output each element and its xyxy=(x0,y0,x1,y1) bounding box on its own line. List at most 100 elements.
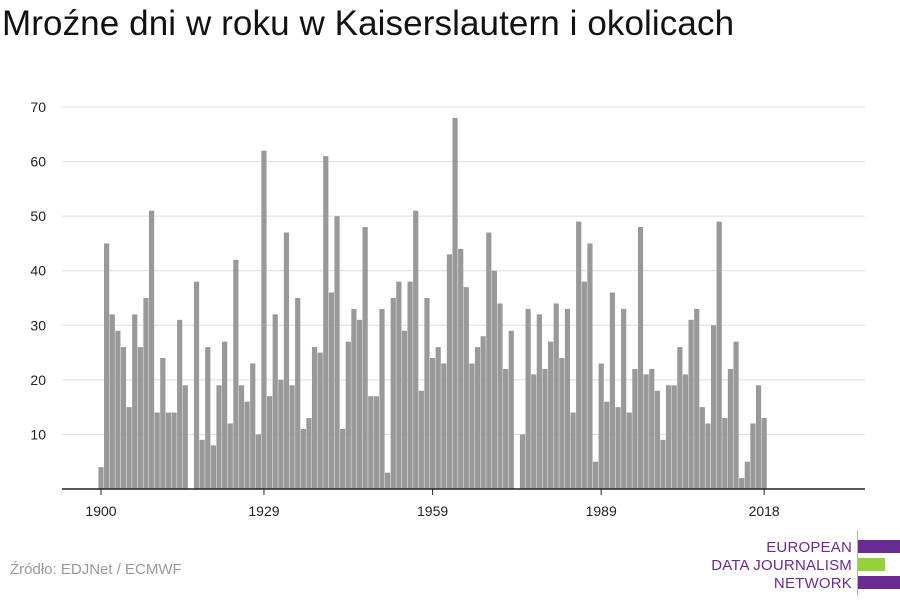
bar-1920 xyxy=(210,445,216,489)
bar-1924 xyxy=(233,259,239,489)
bar-2015 xyxy=(744,461,750,489)
logo-line-data-journalism: DATA JOURNALISM xyxy=(711,557,852,574)
bar-1939 xyxy=(317,352,323,489)
bar-1913 xyxy=(171,412,177,489)
bar-1905 xyxy=(126,407,132,489)
bar-2017 xyxy=(755,385,762,489)
bar-2011 xyxy=(722,418,728,489)
bar-1941 xyxy=(328,292,335,489)
logo-line-network: NETWORK xyxy=(773,575,852,592)
bar-1950 xyxy=(379,308,385,489)
bar-1909 xyxy=(148,210,155,489)
bar-1910 xyxy=(154,412,160,489)
bar-2008 xyxy=(705,423,711,489)
y-tick-label: 60 xyxy=(30,154,46,170)
bar-1927 xyxy=(250,363,256,489)
bar-1984 xyxy=(570,412,576,489)
bar-1945 xyxy=(351,308,357,489)
y-tick-label: 30 xyxy=(30,317,46,333)
bar-1912 xyxy=(165,412,172,489)
bar-2002 xyxy=(671,385,677,489)
bar-1923 xyxy=(227,423,233,489)
bar-1930 xyxy=(267,396,273,489)
bar-1944 xyxy=(345,341,351,489)
chart-title: Mroźne dni w roku w Kaiserslautern i oko… xyxy=(2,4,735,43)
bar-2013 xyxy=(733,341,739,489)
bar-1993 xyxy=(621,308,627,489)
bar-1946 xyxy=(356,319,363,489)
bar-2004 xyxy=(682,374,689,489)
y-tick-label: 20 xyxy=(30,372,46,388)
bar-1914 xyxy=(177,319,183,489)
bar-1925 xyxy=(238,385,245,489)
bar-2001 xyxy=(666,385,672,489)
y-tick-label: 50 xyxy=(30,208,46,224)
logo-bar-green xyxy=(858,558,885,571)
bar-1942 xyxy=(334,216,340,489)
bar-1949 xyxy=(373,396,379,489)
y-tick-label: 70 xyxy=(30,99,46,115)
bar-1938 xyxy=(311,347,318,489)
y-tick-label: 40 xyxy=(30,263,46,279)
bar-1991 xyxy=(609,292,616,489)
logo-bar-purple-bottom xyxy=(858,576,900,589)
bar-2009 xyxy=(710,325,717,489)
bar-1936 xyxy=(300,428,306,489)
bar-1957 xyxy=(418,390,424,489)
bar-1904 xyxy=(120,347,127,489)
bar-1966 xyxy=(469,363,475,489)
bar-1937 xyxy=(306,418,312,489)
bar-1928 xyxy=(255,434,261,489)
bar-1976 xyxy=(525,308,531,489)
bar-2006 xyxy=(694,308,700,489)
bar-1951 xyxy=(385,472,391,489)
edjnet-logo: EUROPEAN DATA JOURNALISM NETWORK xyxy=(700,530,900,596)
bar-1906 xyxy=(132,314,138,489)
bar-1900 xyxy=(98,467,104,489)
bar-1954 xyxy=(401,330,408,489)
bar-1947 xyxy=(362,227,368,490)
bar-1960 xyxy=(435,347,441,489)
bar-1997 xyxy=(643,374,649,489)
bar-1981 xyxy=(553,303,559,489)
bar-1972 xyxy=(503,368,509,489)
bar-1917 xyxy=(193,281,200,489)
bar-1979 xyxy=(542,368,548,489)
bar-2014 xyxy=(739,478,745,489)
bar-1980 xyxy=(548,341,554,489)
bar-1921 xyxy=(216,385,222,489)
bar-1919 xyxy=(205,347,211,489)
bar-1995 xyxy=(632,368,638,489)
bar-1986 xyxy=(581,281,587,489)
bar-1959 xyxy=(429,358,436,489)
bar-1996 xyxy=(637,227,644,490)
bar-1977 xyxy=(531,374,537,489)
bar-1933 xyxy=(283,232,290,489)
bar-1964 xyxy=(458,248,464,489)
bar-1926 xyxy=(244,401,250,489)
bar-1908 xyxy=(143,298,149,489)
bar-1982 xyxy=(559,358,565,489)
bar-1935 xyxy=(295,298,301,489)
bar-2012 xyxy=(727,368,734,489)
bar-1961 xyxy=(441,363,447,489)
bar-1901 xyxy=(104,243,110,489)
bar-1968 xyxy=(480,336,486,489)
bar-1911 xyxy=(160,358,166,489)
bar-1902 xyxy=(109,314,115,489)
bar-1978 xyxy=(536,314,542,489)
bar-1932 xyxy=(278,379,284,489)
x-tick-label: 1989 xyxy=(586,503,617,519)
logo-divider xyxy=(857,530,858,596)
bar-1992 xyxy=(615,407,621,489)
bar-2016 xyxy=(750,423,756,489)
x-tick-label: 2018 xyxy=(749,503,780,519)
bar-1953 xyxy=(396,281,402,489)
x-tick-label: 1959 xyxy=(417,503,448,519)
bar-1990 xyxy=(604,401,610,489)
bar-2005 xyxy=(688,319,694,489)
bar-1988 xyxy=(592,461,599,489)
bar-2003 xyxy=(677,347,683,489)
logo-line-european: EUROPEAN xyxy=(766,539,852,556)
